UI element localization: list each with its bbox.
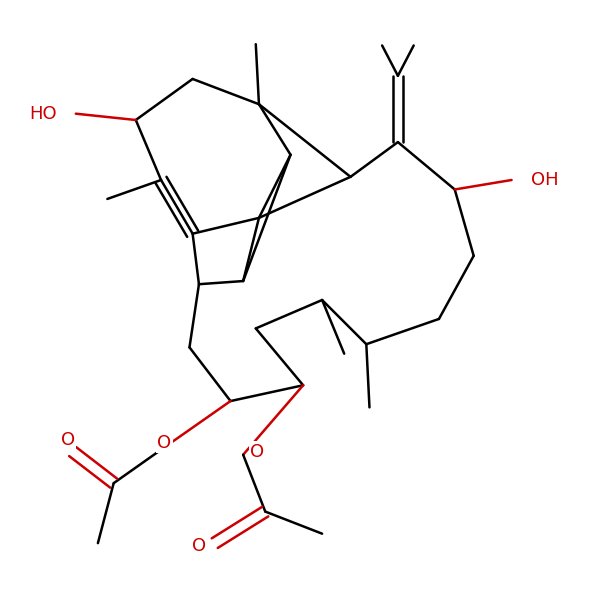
Text: O: O (250, 443, 264, 461)
Text: O: O (192, 538, 206, 556)
Text: O: O (157, 434, 171, 452)
Text: HO: HO (29, 104, 57, 122)
Text: OH: OH (530, 171, 558, 189)
Text: O: O (61, 431, 74, 449)
